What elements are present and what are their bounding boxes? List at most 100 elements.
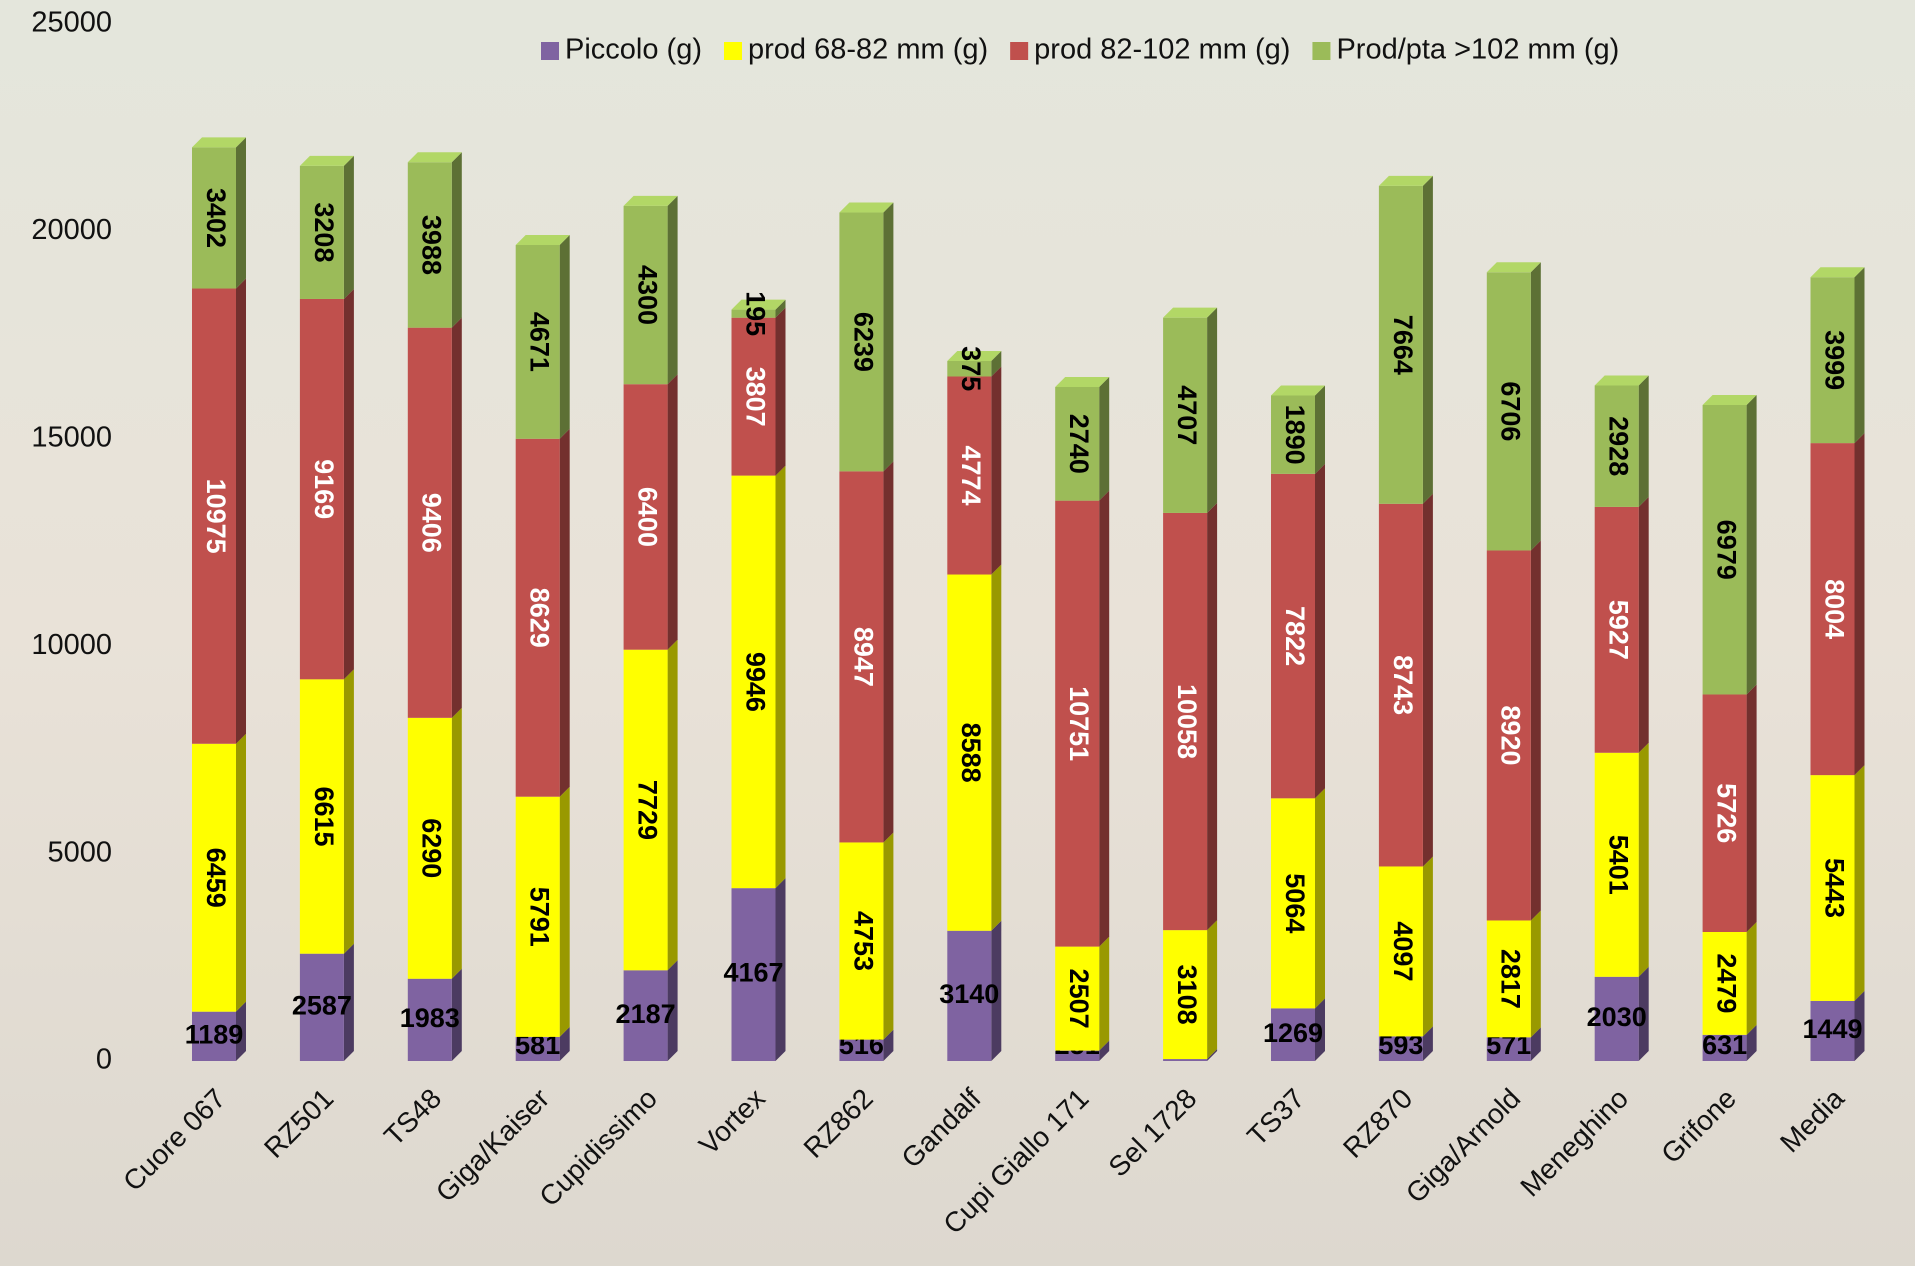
bar-side [344,289,354,679]
bar-side [668,196,678,384]
value-label: 2740 [1064,414,1094,474]
bar-side [1315,788,1325,1008]
bar-side [236,279,246,744]
bar-side [1099,377,1109,501]
y-tick-label: 15000 [31,421,112,453]
value-label: 4707 [1172,385,1202,445]
bar-side [1747,922,1757,1035]
bar-side [668,374,678,649]
value-label: 5726 [1711,783,1741,843]
value-label: 3807 [740,367,770,427]
value-label: 375 [956,346,986,391]
value-label: 6239 [848,312,878,372]
bar-side [560,429,570,797]
value-label: 7664 [1388,315,1418,375]
bar-side [560,787,570,1037]
bar-side [1639,497,1649,753]
bar-side [1747,395,1757,694]
bar-side [776,308,786,476]
bar-side [344,156,354,299]
bar-side [1855,765,1865,1001]
bar-side [236,137,246,288]
y-tick-label: 10000 [31,629,112,661]
value-label: 2187 [616,999,676,1029]
bar-side [560,235,570,439]
value-label: 2030 [1587,1002,1647,1032]
value-label: 195 [740,291,770,336]
value-label: 6290 [417,818,447,878]
bar-side [883,461,893,842]
y-tick-label: 20000 [31,214,112,246]
value-label: 8920 [1496,705,1526,765]
value-label: 8947 [848,627,878,687]
legend-swatch [1312,42,1330,60]
y-tick-label: 0 [96,1044,112,1076]
bar-side [991,565,1001,931]
value-label: 2817 [1496,949,1526,1009]
bar-side [1099,491,1109,947]
bar-side [883,832,893,1039]
bar-side [1531,540,1541,920]
bar-side [1207,503,1217,930]
bar-side [1747,684,1757,932]
value-label: 4774 [956,445,986,505]
value-label: 6979 [1711,520,1741,580]
value-label: 6706 [1496,381,1526,441]
value-label: 9406 [417,493,447,553]
bar-side [344,669,354,953]
value-label: 3108 [1172,965,1202,1025]
bar-side [1531,910,1541,1037]
bar-side [883,203,893,472]
bar-side [1423,856,1433,1036]
bar-side [452,318,462,718]
value-label: 6400 [632,487,662,547]
value-label: 3999 [1819,330,1849,390]
value-label: 5443 [1819,858,1849,918]
y-tick-label: 25000 [31,7,112,39]
value-label: 10058 [1172,684,1202,759]
value-label: 3140 [939,979,999,1009]
bar-side [236,734,246,1012]
bar-side [776,466,786,889]
value-label: 8743 [1388,655,1418,715]
legend-label: prod 68-82 mm (g) [748,34,988,66]
bar-side [1099,937,1109,1051]
bar-side [1855,267,1865,443]
value-label: 1890 [1280,405,1310,465]
value-label: 4671 [525,312,555,372]
value-label: 2507 [1064,969,1094,1029]
value-label: 8004 [1819,579,1849,639]
value-label: 2587 [292,990,352,1020]
value-label: 3402 [201,188,231,248]
legend-label: Piccolo (g) [565,34,702,66]
bar-side [1207,920,1217,1059]
value-label: 9169 [309,459,339,519]
legend-swatch [541,42,559,60]
value-label: 3208 [309,202,339,262]
value-label: 5401 [1604,835,1634,895]
bar-side [452,152,462,327]
legend-label: prod 82-102 mm (g) [1034,34,1290,66]
value-label: 3988 [417,215,447,275]
value-label: 5927 [1604,600,1634,660]
bar-side [668,640,678,971]
bar-side [991,366,1001,574]
legend-label: Prod/pta >102 mm (g) [1336,34,1619,66]
value-label: 8588 [956,723,986,783]
value-label: 1189 [185,1019,244,1049]
bar-side [1423,494,1433,867]
value-label: 4300 [632,265,662,325]
value-label: 5064 [1280,873,1310,933]
value-label: 4167 [723,958,783,988]
value-label: 4097 [1388,921,1418,981]
y-tick-label: 5000 [47,836,112,868]
value-label: 5791 [525,887,555,947]
chart: 0500010000150002000025000118964591097534… [0,0,1915,1266]
bar-side [452,708,462,979]
value-label: 10975 [201,479,231,554]
value-label: 6615 [309,786,339,846]
legend-swatch [724,42,742,60]
value-label: 7729 [632,780,662,840]
bar-side [1639,743,1649,977]
value-label: 1983 [400,1003,460,1033]
